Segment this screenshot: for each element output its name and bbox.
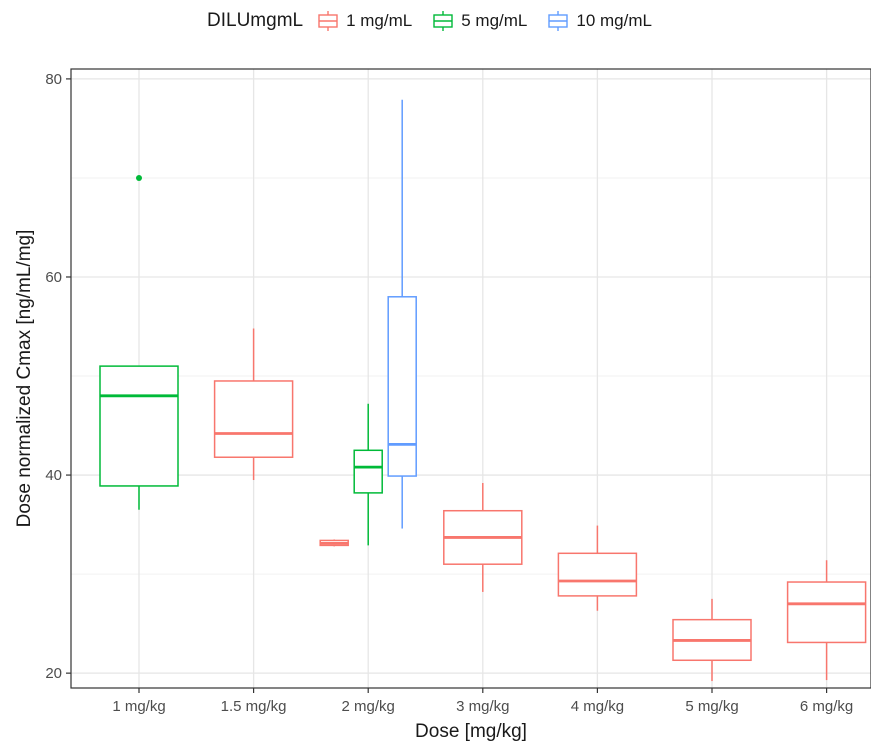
outlier-point [136,174,142,181]
box-5-mg-ml-1-mg-kg [99,174,179,510]
box-iqr [786,581,867,644]
box-1-mg-ml-5-mg-kg [672,598,752,682]
legend-item-1-mg-ml: 1 mg/mL [317,10,412,32]
box-1-mg-ml-2-mg-kg [319,539,349,547]
boxes-layer [99,99,867,682]
x-tick-label: 3 mg/kg [456,698,509,715]
y-tick-label: 60 [45,269,62,286]
box-1-mg-ml-1-5-mg-kg [213,328,294,481]
legend-key-10-mg-ml-icon [548,11,569,31]
legend: DILUmgmL 1 mg/mL 5 mg/mL 10 mg/mL [0,6,871,36]
y-tick-label: 80 [45,71,62,88]
x-tick-label: 4 mg/kg [571,698,624,715]
box-1-mg-ml-3-mg-kg [443,482,523,592]
legend-label-1-mg-ml: 1 mg/mL [346,11,413,30]
box-iqr [557,552,638,597]
legend-item-10-mg-ml: 10 mg/mL [547,10,652,32]
legend-label-5-mg-ml: 5 mg/mL [461,11,528,30]
box-1-mg-ml-4-mg-kg [557,525,638,611]
axes-layer: 20 40 60 80 1 mg/kg 1.5 mg/kg 2 mg/kg 3 mg/kg 4 … [45,71,853,715]
box-10-mg-ml-2-mg-kg [387,99,417,529]
x-tick-label: 5 mg/kg [685,698,738,715]
legend-key-1-mg-ml-icon [318,11,338,31]
y-tick-label: 40 [45,467,62,484]
legend-label-10-mg-ml: 10 mg/mL [576,11,652,30]
x-tick-label: 2 mg/kg [342,698,395,715]
x-axis-label: Dose [mg/kg] [415,721,527,742]
box-iqr [353,449,383,494]
box-iqr [99,365,179,487]
legend-title: DILUmgmL [207,10,304,31]
legend-item-5-mg-ml: 5 mg/mL [432,10,527,32]
x-tick-label: 1 mg/kg [112,698,165,715]
legend-key-5-mg-ml-icon [433,11,453,31]
x-tick-label: 6 mg/kg [800,698,853,715]
grid-lines [71,69,871,688]
y-axis-label: Dose normalized Cmax [ng/mL/mg] [14,230,35,528]
plot-panel-border [70,68,871,689]
box-iqr [213,380,294,458]
box-1-mg-ml-6-mg-kg [786,560,867,681]
x-tick-label: 1.5 mg/kg [221,698,287,715]
box-5-mg-ml-2-mg-kg [353,403,383,546]
y-tick-label: 20 [45,665,62,682]
box-iqr [387,296,417,477]
